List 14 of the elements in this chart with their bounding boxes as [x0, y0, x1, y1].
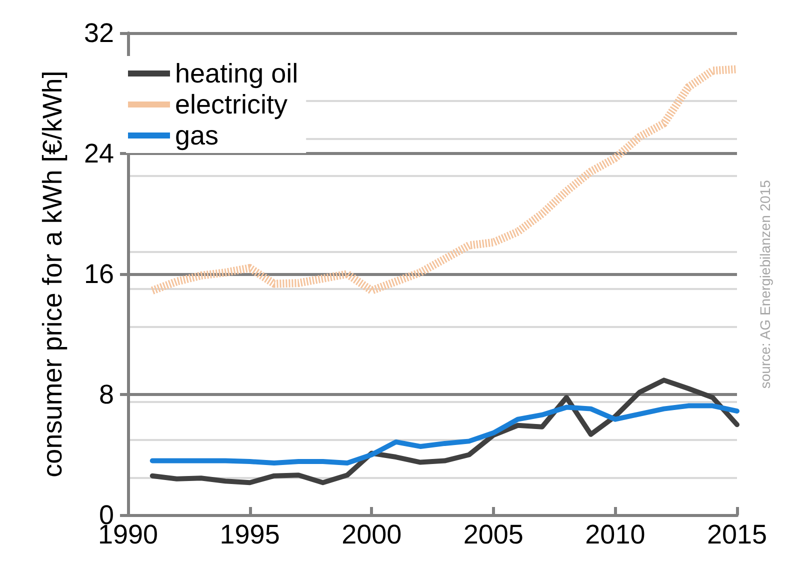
y-tick-label: 8 [98, 380, 114, 410]
x-tick-label: 2015 [706, 520, 768, 550]
y-tick-label: 16 [84, 259, 114, 289]
y-tick-label: 24 [84, 138, 114, 168]
source-note: source: AG Energiebilanzen 2015 [757, 180, 773, 389]
y-tick-label: 32 [84, 18, 114, 48]
y-axis-title: consumer price for a kWh [€/kWh] [38, 70, 68, 478]
x-tick-label: 2000 [342, 520, 402, 550]
legend-label: gas [175, 120, 219, 150]
x-tick-label: 2010 [585, 520, 646, 550]
legend-label: heating oil [175, 58, 298, 88]
legend-label: electricity [175, 90, 288, 120]
x-tick-label: 1995 [220, 520, 280, 550]
x-tick-label: 2005 [463, 520, 524, 550]
